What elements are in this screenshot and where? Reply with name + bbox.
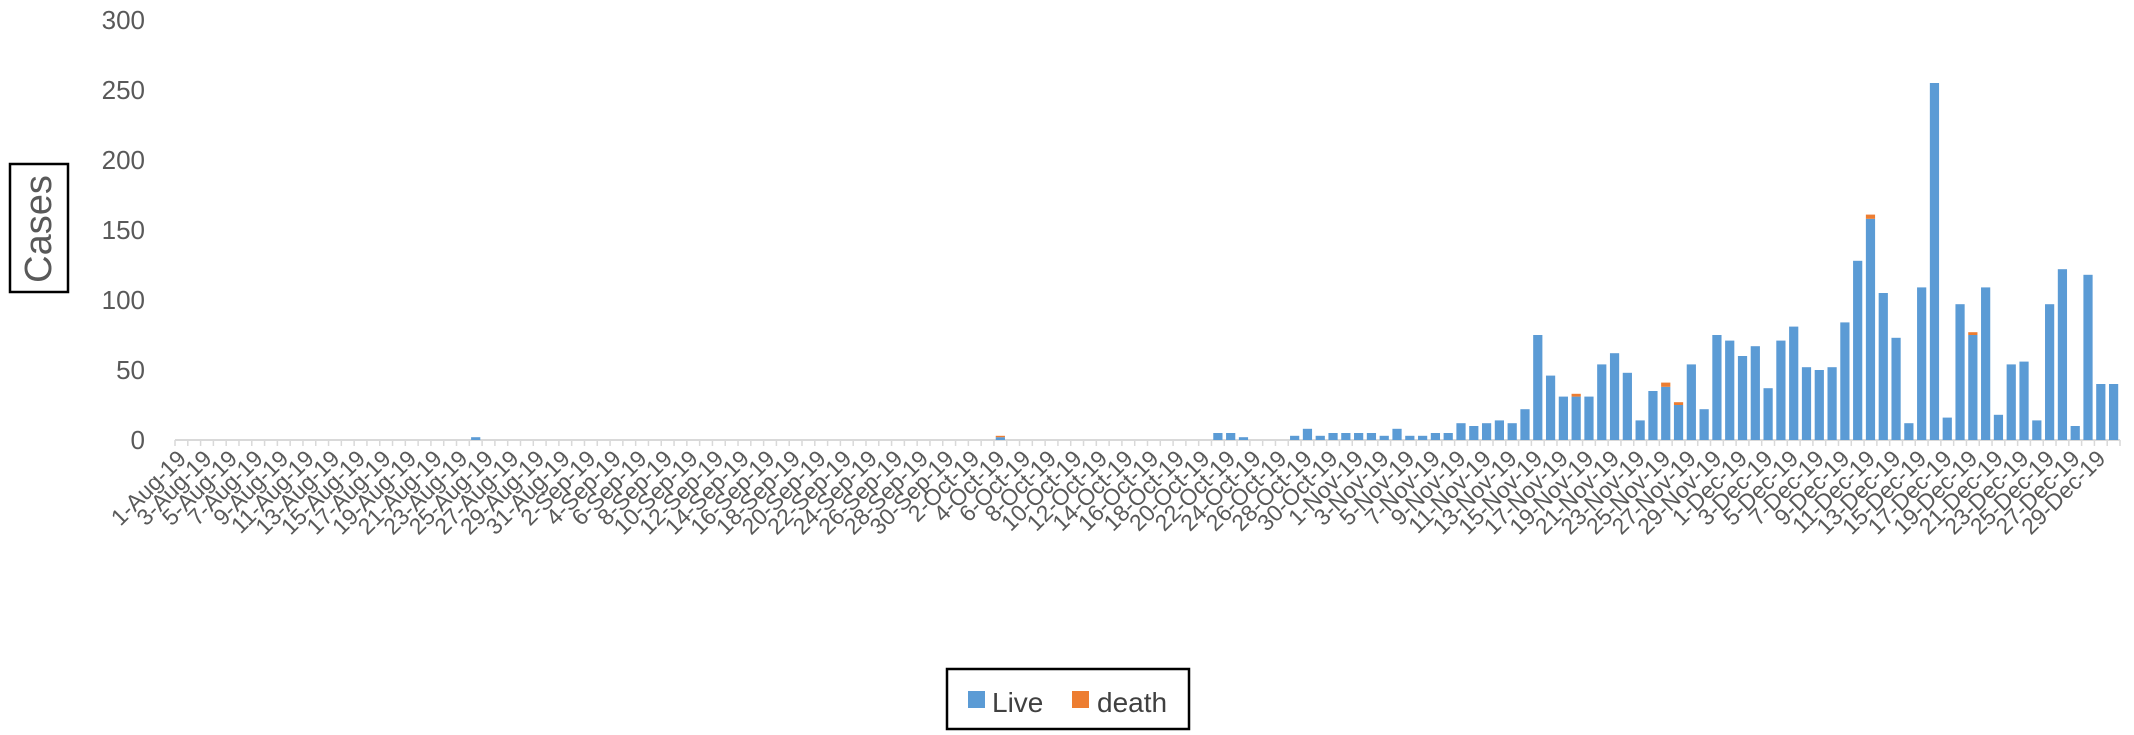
- bar-live: [1661, 386, 1671, 440]
- bar-live: [1853, 260, 1863, 440]
- y-axis-title-text: Cases: [18, 175, 60, 283]
- bar-live: [1712, 335, 1722, 440]
- bar-live: [1725, 340, 1735, 440]
- bar-live: [1430, 433, 1441, 440]
- bar-live: [1635, 420, 1645, 440]
- bar-live: [1533, 335, 1543, 440]
- bar-live: [2096, 384, 2106, 440]
- bar-live: [1584, 396, 1594, 440]
- bar-live: [1238, 437, 1249, 440]
- bar-live: [1354, 433, 1364, 440]
- bar-death: [1571, 393, 1581, 397]
- legend-swatch-live: [968, 691, 985, 708]
- bar-live: [1789, 326, 1799, 440]
- bar-live: [1418, 435, 1428, 440]
- bar-live: [1763, 388, 1773, 440]
- legend-label-death: death: [1097, 687, 1167, 718]
- bar-live: [1929, 83, 1940, 440]
- bar-live: [1865, 218, 1876, 440]
- bar-live: [2045, 304, 2055, 440]
- bar-death: [1661, 382, 1671, 387]
- bar-live: [1622, 372, 1632, 440]
- bar-live: [1840, 322, 1850, 440]
- bar-live: [1571, 396, 1581, 440]
- bar-live: [1686, 364, 1696, 440]
- bar-death: [1865, 214, 1876, 219]
- bar-live: [1609, 353, 1620, 440]
- bar-live: [1366, 433, 1377, 440]
- bar-live: [1955, 304, 1965, 440]
- y-axis-title-box: [8, 162, 70, 294]
- bar-live: [1699, 409, 1709, 440]
- legend-label-live: Live: [992, 687, 1043, 718]
- bar-live: [1328, 433, 1338, 440]
- bar-live: [1814, 370, 1824, 440]
- y-tick-label: 150: [102, 215, 145, 245]
- bar-live: [2006, 364, 2016, 440]
- bar-live: [1737, 356, 1748, 440]
- bar-live: [1341, 433, 1351, 440]
- bar-live: [1545, 375, 1556, 440]
- y-tick-label: 100: [102, 285, 145, 315]
- bar-live: [1904, 423, 1914, 440]
- bar-live: [1494, 420, 1504, 440]
- bar-live: [1405, 435, 1415, 440]
- bar-live: [1392, 428, 1402, 440]
- bar-live: [1801, 367, 1812, 440]
- bar-live: [2019, 361, 2029, 440]
- bar-live: [1302, 428, 1313, 440]
- y-axis-ticks: 0 50 100 150 200 250 300: [102, 5, 145, 455]
- bar-live: [2083, 274, 2093, 440]
- bar-live: [1226, 433, 1236, 440]
- bar-death: [995, 435, 1005, 438]
- bar-live: [1520, 409, 1530, 440]
- legend-box: [945, 667, 1191, 731]
- bar-live: [1891, 337, 1901, 440]
- bar-live: [1290, 435, 1300, 440]
- bar-live: [2070, 426, 2080, 440]
- bar-live: [1942, 417, 1952, 440]
- bar-live: [1827, 367, 1837, 440]
- y-tick-label: 300: [102, 5, 145, 35]
- bar-live: [2057, 269, 2068, 440]
- x-axis-ticks: 1-Aug-193-Aug-195-Aug-197-Aug-199-Aug-19…: [106, 440, 2121, 539]
- legend-swatch-death: [1072, 691, 1089, 708]
- bar-live: [1648, 391, 1658, 440]
- legend: Live death: [945, 667, 1191, 731]
- bar-live: [1917, 287, 1927, 440]
- bar-live: [1776, 340, 1786, 440]
- bar-live: [1507, 423, 1517, 440]
- y-tick-label: 200: [102, 145, 145, 175]
- bar-live: [1469, 426, 1479, 440]
- y-axis-title: Cases: [8, 162, 70, 294]
- bar-live: [2032, 420, 2042, 440]
- bar-death: [1673, 402, 1684, 405]
- bar-live: [995, 437, 1005, 440]
- bar-live: [1443, 433, 1453, 440]
- bar-live: [1981, 287, 1991, 440]
- y-tick-label: 0: [131, 425, 145, 455]
- bar-live: [1481, 423, 1492, 440]
- bar-live: [1968, 335, 1978, 440]
- bar-live: [1878, 293, 1888, 440]
- bar-live: [1558, 396, 1568, 440]
- bar-live: [1315, 435, 1325, 440]
- bar-live: [471, 437, 481, 440]
- bars: [471, 83, 2119, 440]
- bar-live: [1379, 435, 1389, 440]
- y-tick-label: 250: [102, 75, 145, 105]
- bar-live: [1213, 433, 1223, 440]
- bar-live: [1750, 346, 1760, 440]
- bar-live: [1673, 405, 1684, 440]
- bar-live: [1456, 423, 1466, 440]
- bar-live: [1597, 364, 1607, 440]
- bar-live: [1993, 414, 2004, 440]
- y-tick-label: 50: [116, 355, 145, 385]
- bar-death: [1968, 332, 1978, 335]
- bar-live: [2108, 384, 2119, 440]
